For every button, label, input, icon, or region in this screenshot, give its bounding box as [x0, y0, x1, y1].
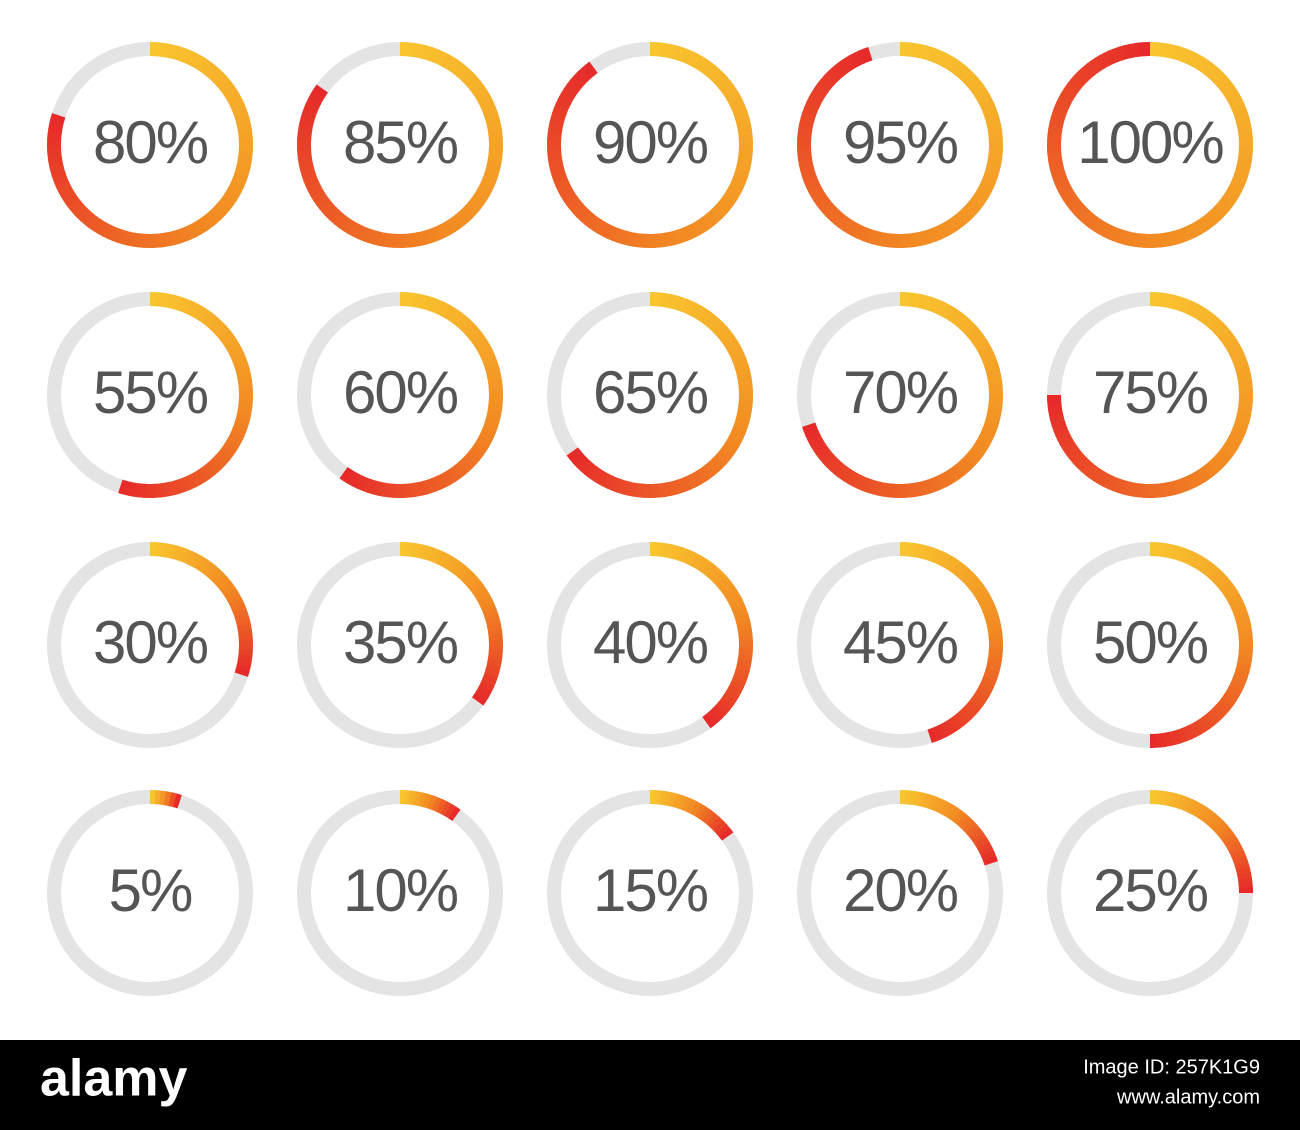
progress-arc [1149, 541, 1254, 748]
progress-arc [649, 541, 754, 729]
value-label: 30% [93, 609, 208, 676]
arc-segment [448, 806, 461, 822]
arc-segment [471, 693, 487, 706]
arc-segment [585, 61, 598, 76]
value-label: 35% [343, 609, 458, 676]
progress-arc [1046, 291, 1254, 499]
brand: alamy [40, 1050, 188, 1108]
progress-arc [802, 291, 1004, 499]
arc-segment [719, 828, 734, 841]
value-label: 20% [843, 857, 958, 924]
arc-segment [983, 856, 998, 866]
arc-segment [927, 728, 937, 743]
value-label: 25% [1093, 857, 1208, 924]
value-label: 90% [593, 109, 708, 176]
progress-arc [899, 541, 1004, 743]
progress-arc [399, 541, 504, 706]
progress-arc [796, 42, 1004, 249]
progress-arc [546, 42, 754, 249]
progress-arc [899, 789, 998, 866]
progress-arc [47, 42, 254, 249]
progress-arc [1046, 42, 1254, 249]
value-label: 55% [93, 359, 208, 426]
value-label: 15% [593, 857, 708, 924]
arc-segment [863, 47, 873, 62]
progress-arc [649, 789, 734, 841]
value-label: 100% [1077, 109, 1223, 176]
url: www.alamy.com [1116, 1086, 1260, 1108]
progress-arc [118, 291, 254, 499]
arc-segment [234, 667, 250, 677]
arc-segment [339, 466, 352, 482]
value-label: 65% [593, 359, 708, 426]
arc-segment [313, 84, 329, 97]
arc-segment [172, 793, 182, 809]
progress-arc [339, 291, 504, 499]
arc-segment [50, 113, 66, 123]
progress-arc [296, 42, 504, 249]
arc-segment [566, 447, 581, 460]
progress-arc [399, 789, 461, 822]
image-id: Image ID: 257K1G9 [1083, 1056, 1260, 1078]
value-label: 95% [843, 109, 958, 176]
progress-arc [149, 789, 182, 809]
progress-arc [566, 291, 754, 499]
value-label: 45% [843, 609, 958, 676]
value-label: 75% [1093, 359, 1208, 426]
value-label: 5% [109, 857, 192, 924]
value-label: 10% [343, 857, 458, 924]
progress-arc [149, 541, 254, 677]
arc-segment [702, 714, 715, 729]
value-label: 50% [1093, 609, 1208, 676]
arc-segment [118, 479, 128, 495]
value-label: 40% [593, 609, 708, 676]
value-label: 60% [343, 359, 458, 426]
banner [0, 1040, 1300, 1130]
progress-arc [1149, 789, 1254, 894]
value-label: 70% [843, 359, 958, 426]
value-label: 80% [93, 109, 208, 176]
value-label: 85% [343, 109, 458, 176]
arc-segment [802, 422, 817, 432]
